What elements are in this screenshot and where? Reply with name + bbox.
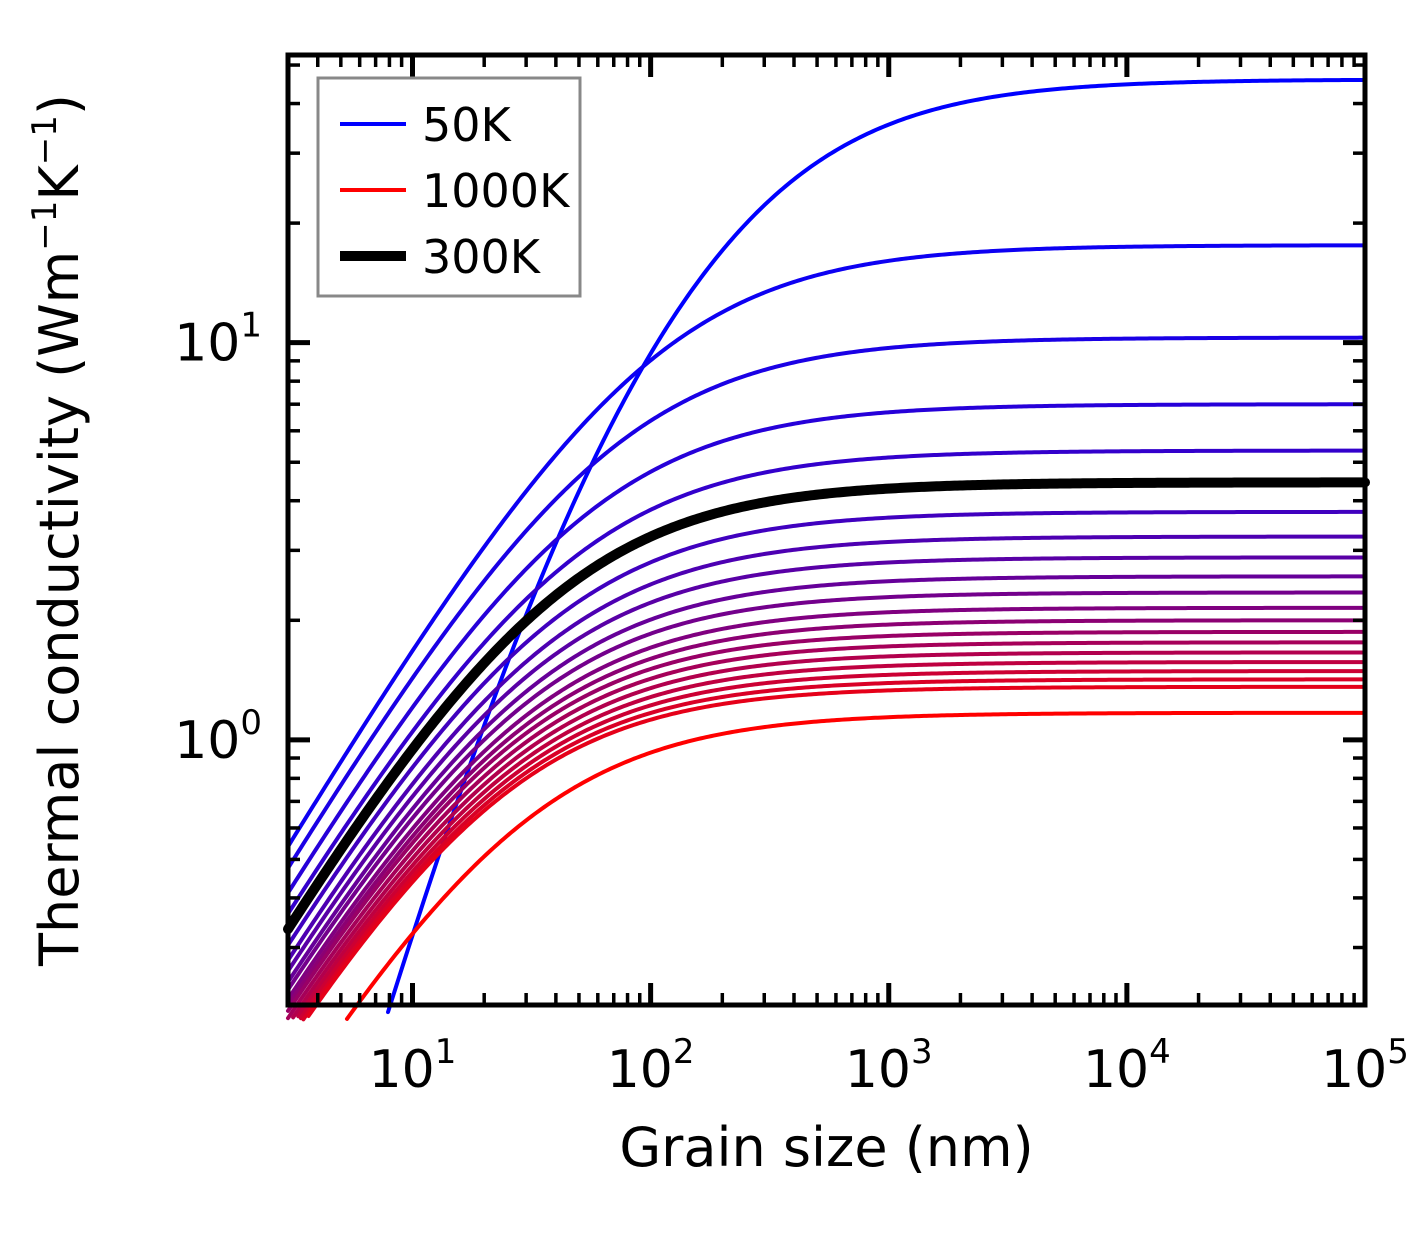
y-tick-label: 100 — [174, 703, 262, 771]
curve-950k — [301, 677, 1367, 1022]
tick-labels: 101 102 103 104 105 100 101 — [174, 306, 1409, 1100]
curve-350k — [286, 509, 1367, 948]
curve-800k — [291, 650, 1367, 1020]
data-curves — [283, 77, 1370, 1022]
x-tick-label: 101 — [369, 1032, 457, 1100]
curve-50k — [386, 77, 1367, 1015]
plot-frame — [285, 52, 1368, 1008]
curve-700k — [286, 629, 1367, 1013]
y-axis-label: Thermal conductivity (Wm−1K−1) — [25, 94, 91, 967]
legend-label-1000k: 1000K — [422, 164, 571, 218]
curve-400k — [286, 534, 1367, 963]
curve-100k — [286, 243, 1367, 849]
curve-500k — [286, 574, 1367, 984]
axes-frame — [285, 52, 1368, 1008]
curve-900k — [298, 669, 1367, 1021]
legend: 50K 1000K 300K — [316, 76, 582, 298]
curve-1000k — [344, 710, 1367, 1021]
curve-150k — [286, 335, 1367, 871]
x-tick-label: 105 — [1321, 1032, 1409, 1100]
curve-975k — [306, 684, 1367, 1018]
curve-550k — [286, 590, 1367, 992]
x-tick-label: 102 — [607, 1032, 695, 1100]
x-tick-label: 103 — [845, 1032, 933, 1100]
curve-850k — [296, 660, 1367, 1019]
x-axis-label: Grain size (nm) — [619, 1116, 1033, 1179]
curve-650k — [286, 618, 1367, 1008]
legend-label-300k: 300K — [422, 230, 542, 284]
curve-300k — [283, 477, 1370, 935]
curve-450k — [286, 555, 1367, 974]
axis-labels: Grain size (nm) Thermal conductivity (Wm−… — [25, 94, 1034, 1179]
x-tick-label: 104 — [1083, 1032, 1171, 1100]
curve-250k — [286, 448, 1367, 916]
y-tick-label: 101 — [174, 306, 262, 374]
curve-750k — [286, 640, 1367, 1021]
curve-200k — [286, 402, 1367, 895]
legend-label-50k: 50K — [422, 98, 513, 152]
curve-600k — [286, 605, 1367, 1002]
